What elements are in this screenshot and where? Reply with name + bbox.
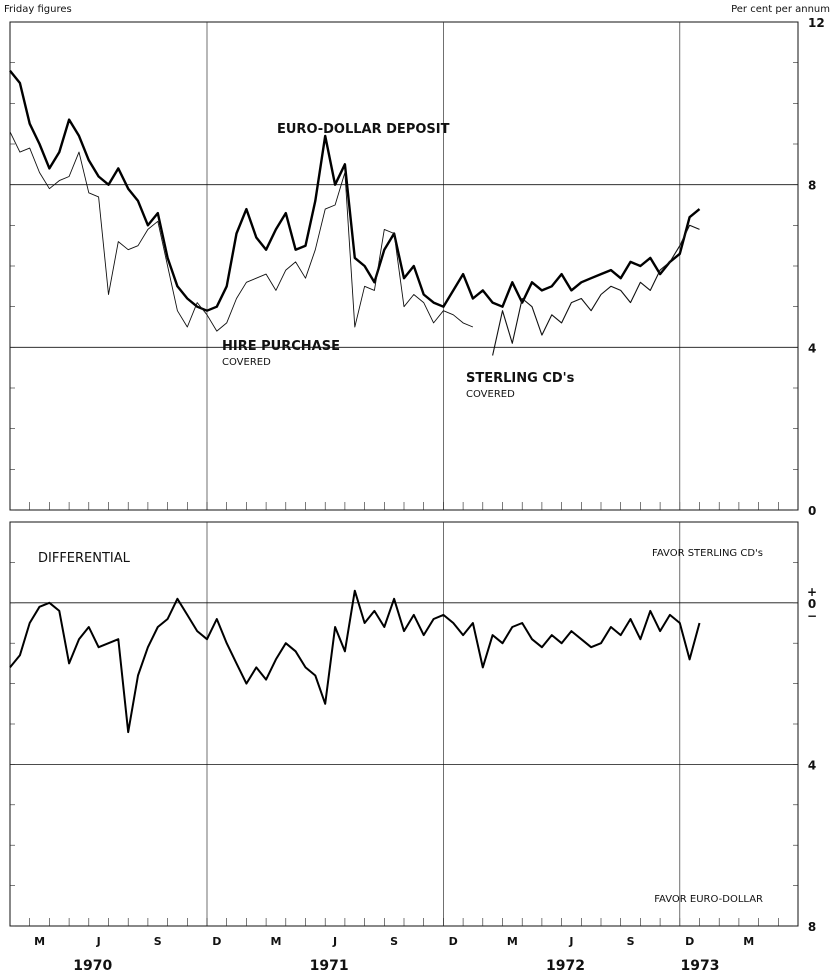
differential-title: DIFFERENTIAL bbox=[38, 551, 131, 566]
year-label: 1972 bbox=[546, 958, 585, 974]
month-label: M bbox=[743, 935, 754, 948]
top-gridlines bbox=[10, 22, 798, 510]
month-label: M bbox=[270, 935, 281, 948]
bottom-y-tick-label: 8 bbox=[808, 920, 816, 934]
month-label: D bbox=[685, 935, 694, 948]
month-label: S bbox=[627, 935, 635, 948]
bottom-axis-ticks bbox=[10, 521, 798, 927]
month-label: M bbox=[507, 935, 518, 948]
month-label: M bbox=[34, 935, 45, 948]
top-y-tick-label: 12 bbox=[808, 16, 825, 30]
bottom-y-tick-label: +0− bbox=[807, 585, 817, 623]
month-label: J bbox=[568, 935, 573, 948]
bottom-gridlines bbox=[10, 522, 798, 926]
month-label: J bbox=[332, 935, 337, 948]
series-line-differential bbox=[9, 589, 701, 734]
top-axis-ticks bbox=[10, 21, 798, 511]
sterling-cd-label: STERLING CD's bbox=[466, 371, 575, 386]
top-y-tick-label: 8 bbox=[808, 179, 816, 193]
year-label: 1973 bbox=[681, 958, 720, 974]
hire-purchase-label: HIRE PURCHASE bbox=[222, 339, 340, 354]
bottom-y-tick-label: 4 bbox=[808, 758, 816, 772]
month-label: S bbox=[390, 935, 398, 948]
x-axis-labels: M J S D M J S D M J S D M 1970 1971 1972 1973 bbox=[34, 935, 754, 974]
euro-dollar-label: EURO-DOLLAR DEPOSIT bbox=[277, 122, 450, 137]
unit-note: Per cent per annum bbox=[731, 4, 830, 15]
series-line-sterling bbox=[492, 224, 700, 356]
top-series-group bbox=[9, 70, 701, 356]
favor-euro-label: FAVOR EURO-DOLLAR bbox=[654, 894, 763, 905]
month-label: S bbox=[154, 935, 162, 948]
year-label: 1971 bbox=[310, 958, 349, 974]
month-label: D bbox=[212, 935, 221, 948]
top-y-tick-label: 4 bbox=[808, 341, 816, 355]
hire-purchase-sublabel: COVERED bbox=[222, 357, 271, 368]
month-label: J bbox=[96, 935, 101, 948]
bottom-series-group bbox=[9, 589, 701, 734]
bottom-panel: +0 − 4 8 DIFFERENTIAL FAVOR STERLING CD's F… bbox=[9, 521, 817, 934]
year-label: 1970 bbox=[73, 958, 112, 974]
series-line-hire bbox=[9, 131, 474, 332]
top-y-tick-label: 0 bbox=[808, 504, 816, 518]
top-y-tick-labels: 0 4 8 12 bbox=[808, 16, 825, 518]
favor-sterling-label: FAVOR STERLING CD's bbox=[652, 548, 763, 559]
month-label: D bbox=[449, 935, 458, 948]
series-line-euro bbox=[9, 70, 701, 312]
bottom-y-tick-labels: +0 − 4 8 bbox=[807, 585, 817, 934]
friday-figures-note: Friday figures bbox=[4, 4, 72, 15]
sterling-cd-sublabel: COVERED bbox=[466, 389, 515, 400]
